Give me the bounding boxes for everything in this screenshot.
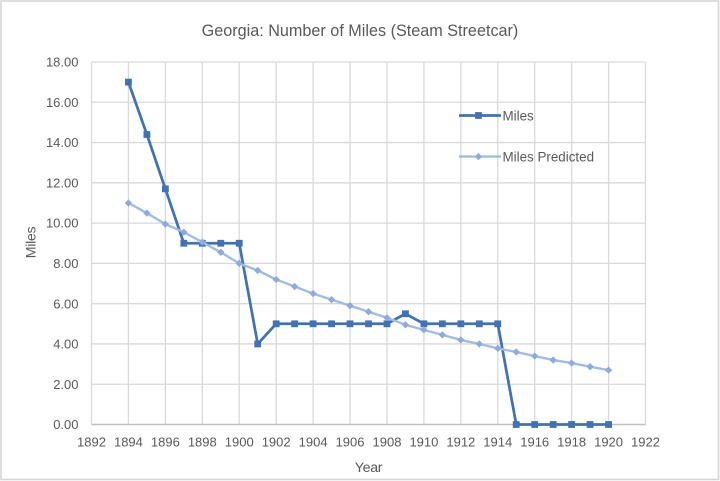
- svg-text:6.00: 6.00: [53, 296, 78, 311]
- svg-text:10.00: 10.00: [46, 216, 79, 231]
- svg-text:Georgia: Number of Miles (Stea: Georgia: Number of Miles (Steam Streetca…: [202, 22, 519, 40]
- svg-text:Miles: Miles: [503, 108, 535, 123]
- svg-text:Miles: Miles: [24, 226, 40, 258]
- svg-text:1916: 1916: [520, 435, 549, 450]
- svg-text:1914: 1914: [483, 435, 512, 450]
- svg-text:1920: 1920: [594, 435, 623, 450]
- svg-text:1900: 1900: [225, 435, 254, 450]
- svg-text:0.00: 0.00: [53, 417, 78, 432]
- svg-text:1912: 1912: [446, 435, 475, 450]
- svg-text:4.00: 4.00: [53, 337, 78, 352]
- svg-text:Year: Year: [355, 460, 383, 476]
- svg-text:Miles Predicted: Miles Predicted: [503, 149, 595, 164]
- svg-text:1922: 1922: [631, 435, 660, 450]
- svg-text:16.00: 16.00: [46, 95, 79, 110]
- svg-text:1910: 1910: [409, 435, 438, 450]
- svg-text:2.00: 2.00: [53, 377, 78, 392]
- svg-text:1896: 1896: [151, 435, 180, 450]
- svg-text:1906: 1906: [336, 435, 365, 450]
- svg-text:1892: 1892: [77, 435, 106, 450]
- svg-text:1908: 1908: [373, 435, 402, 450]
- svg-text:14.00: 14.00: [46, 135, 79, 150]
- svg-text:1898: 1898: [188, 435, 217, 450]
- svg-text:8.00: 8.00: [53, 256, 78, 271]
- svg-text:1894: 1894: [114, 435, 143, 450]
- svg-text:1902: 1902: [262, 435, 291, 450]
- svg-text:18.00: 18.00: [46, 55, 79, 70]
- svg-text:1904: 1904: [299, 435, 328, 450]
- svg-text:12.00: 12.00: [46, 175, 79, 190]
- svg-text:1918: 1918: [557, 435, 586, 450]
